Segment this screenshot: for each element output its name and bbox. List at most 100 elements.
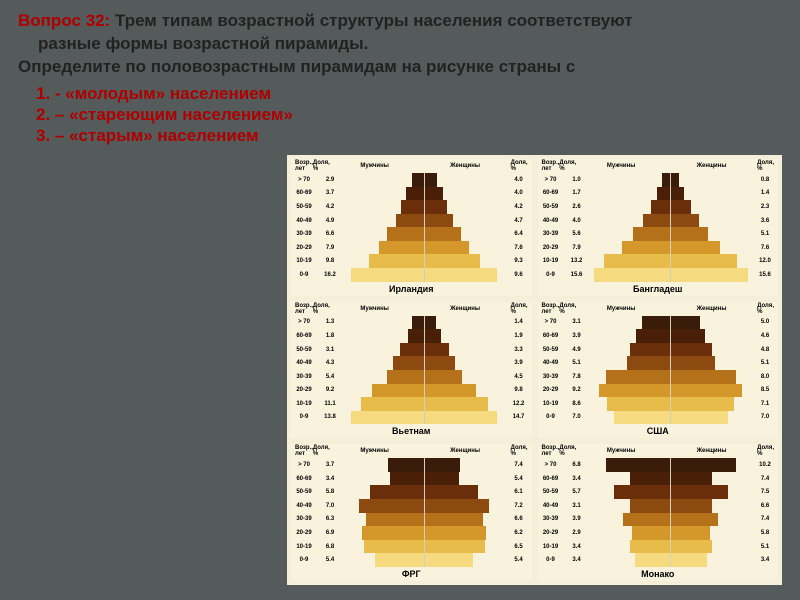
pct-left: 3.1 xyxy=(564,499,590,513)
pct-left: 4.2 xyxy=(317,200,343,214)
bar-male xyxy=(351,268,424,282)
age-label: 40-49 xyxy=(291,214,317,228)
pct-left: 4.9 xyxy=(564,343,590,357)
pyramid-монако: Возр., летДоля, %МужчиныЖенщиныДоля, %> … xyxy=(538,444,779,581)
bar-male xyxy=(408,329,424,343)
bar-male xyxy=(393,356,424,370)
pct-right: 0.8 xyxy=(752,173,778,187)
bar-female xyxy=(671,370,736,384)
bar-female xyxy=(671,356,715,370)
bar-male xyxy=(361,397,424,411)
pct-right: 7.0 xyxy=(752,411,778,425)
pct-left: 16.2 xyxy=(317,268,343,282)
pyramid-row: 30-396.36.6 xyxy=(291,513,532,527)
bar-male xyxy=(622,241,670,255)
pyramid-row: > 701.00.8 xyxy=(538,173,779,187)
header-pct-left: Доля, % xyxy=(313,445,330,457)
bar-female xyxy=(671,187,684,201)
question-line1: Трем типам возрастной структуры населени… xyxy=(110,11,632,30)
bar-male xyxy=(369,254,424,268)
pyramid-row: 0-916.29.6 xyxy=(291,268,532,282)
pct-right: 4.0 xyxy=(506,187,532,201)
pct-right: 7.4 xyxy=(752,513,778,527)
pct-right: 3.4 xyxy=(752,553,778,567)
pct-left: 4.9 xyxy=(317,214,343,228)
question-line3: Определите по половозрастным пирамидам н… xyxy=(18,57,575,76)
pct-left: 9.8 xyxy=(317,254,343,268)
pct-left: 8.6 xyxy=(564,397,590,411)
pct-right: 8.5 xyxy=(752,384,778,398)
pyramid-row: 10-199.89.3 xyxy=(291,254,532,268)
pct-right: 14.7 xyxy=(506,411,532,425)
bar-male xyxy=(614,485,671,499)
pyramid-row: 0-97.07.0 xyxy=(538,411,779,425)
bar-female xyxy=(671,472,711,486)
pyramid-row: 10-196.86.5 xyxy=(291,540,532,554)
pyramid-row: 60-693.74.0 xyxy=(291,187,532,201)
pct-left: 5.4 xyxy=(317,370,343,384)
question-text: Вопрос 32: Трем типам возрастной структу… xyxy=(18,10,782,79)
header-male: Мужчины xyxy=(360,163,388,169)
age-label: > 70 xyxy=(538,173,564,187)
bar-female xyxy=(671,397,734,411)
bar-male xyxy=(599,384,670,398)
age-label: 0-9 xyxy=(291,268,317,282)
pyramid-row: 30-397.88.0 xyxy=(538,370,779,384)
bar-female xyxy=(425,268,498,282)
age-label: 50-59 xyxy=(291,200,317,214)
pct-left: 6.8 xyxy=(317,540,343,554)
bar-female xyxy=(671,458,736,472)
bar-female xyxy=(425,187,443,201)
answer-list: 1. - «молодым» населением 2. – «стареющи… xyxy=(36,83,782,147)
pct-right: 6.6 xyxy=(752,499,778,513)
country-label: Бангладеш xyxy=(538,282,779,296)
pct-right: 8.0 xyxy=(752,370,778,384)
bar-male xyxy=(375,553,423,567)
pct-left: 13.8 xyxy=(317,411,343,425)
pct-left: 4.3 xyxy=(317,356,343,370)
bar-female xyxy=(671,526,710,540)
header-pct-right: Доля, % xyxy=(757,303,774,315)
bar-female xyxy=(425,384,477,398)
pct-right: 6.1 xyxy=(506,485,532,499)
pct-right: 12.2 xyxy=(506,397,532,411)
bar-female xyxy=(671,227,708,241)
age-label: 60-69 xyxy=(538,329,564,343)
pct-left: 3.7 xyxy=(317,458,343,472)
pct-left: 6.9 xyxy=(317,526,343,540)
pct-left: 5.4 xyxy=(317,553,343,567)
bar-female xyxy=(671,513,718,527)
bar-female xyxy=(425,173,437,187)
pyramid-row: 30-395.44.5 xyxy=(291,370,532,384)
header-pct-left: Доля, % xyxy=(313,160,330,172)
pct-left: 1.3 xyxy=(317,316,343,330)
age-label: 40-49 xyxy=(291,356,317,370)
header-pct-right: Доля, % xyxy=(757,445,774,457)
pct-left: 9.2 xyxy=(564,384,590,398)
bar-male xyxy=(651,200,670,214)
country-label: Монако xyxy=(538,567,779,581)
pyramid-row: 30-396.66.4 xyxy=(291,227,532,241)
bar-male xyxy=(606,370,671,384)
pyramid-row: 0-915.615.6 xyxy=(538,268,779,282)
bar-male xyxy=(642,316,670,330)
header-male: Мужчины xyxy=(607,306,635,312)
pyramid-row: 40-493.16.6 xyxy=(538,499,779,513)
pyramid-row: 50-593.13.3 xyxy=(291,343,532,357)
pct-right: 1.4 xyxy=(506,316,532,330)
pyramid-row: > 701.31.4 xyxy=(291,316,532,330)
pct-left: 2.9 xyxy=(564,526,590,540)
country-label: США xyxy=(538,424,779,438)
bar-female xyxy=(425,540,485,554)
bar-male xyxy=(594,268,671,282)
bar-male xyxy=(606,458,671,472)
bar-male xyxy=(412,316,423,330)
header-age: Возр., лет xyxy=(295,160,313,172)
age-label: 40-49 xyxy=(291,499,317,513)
pct-right: 5.4 xyxy=(506,553,532,567)
pct-left: 5.8 xyxy=(317,485,343,499)
header-male: Мужчины xyxy=(607,448,635,454)
pyramid-фрг: Возр., летДоля, %МужчиныЖенщиныДоля, %> … xyxy=(291,444,532,581)
age-label: 30-39 xyxy=(538,227,564,241)
age-label: 10-19 xyxy=(291,254,317,268)
